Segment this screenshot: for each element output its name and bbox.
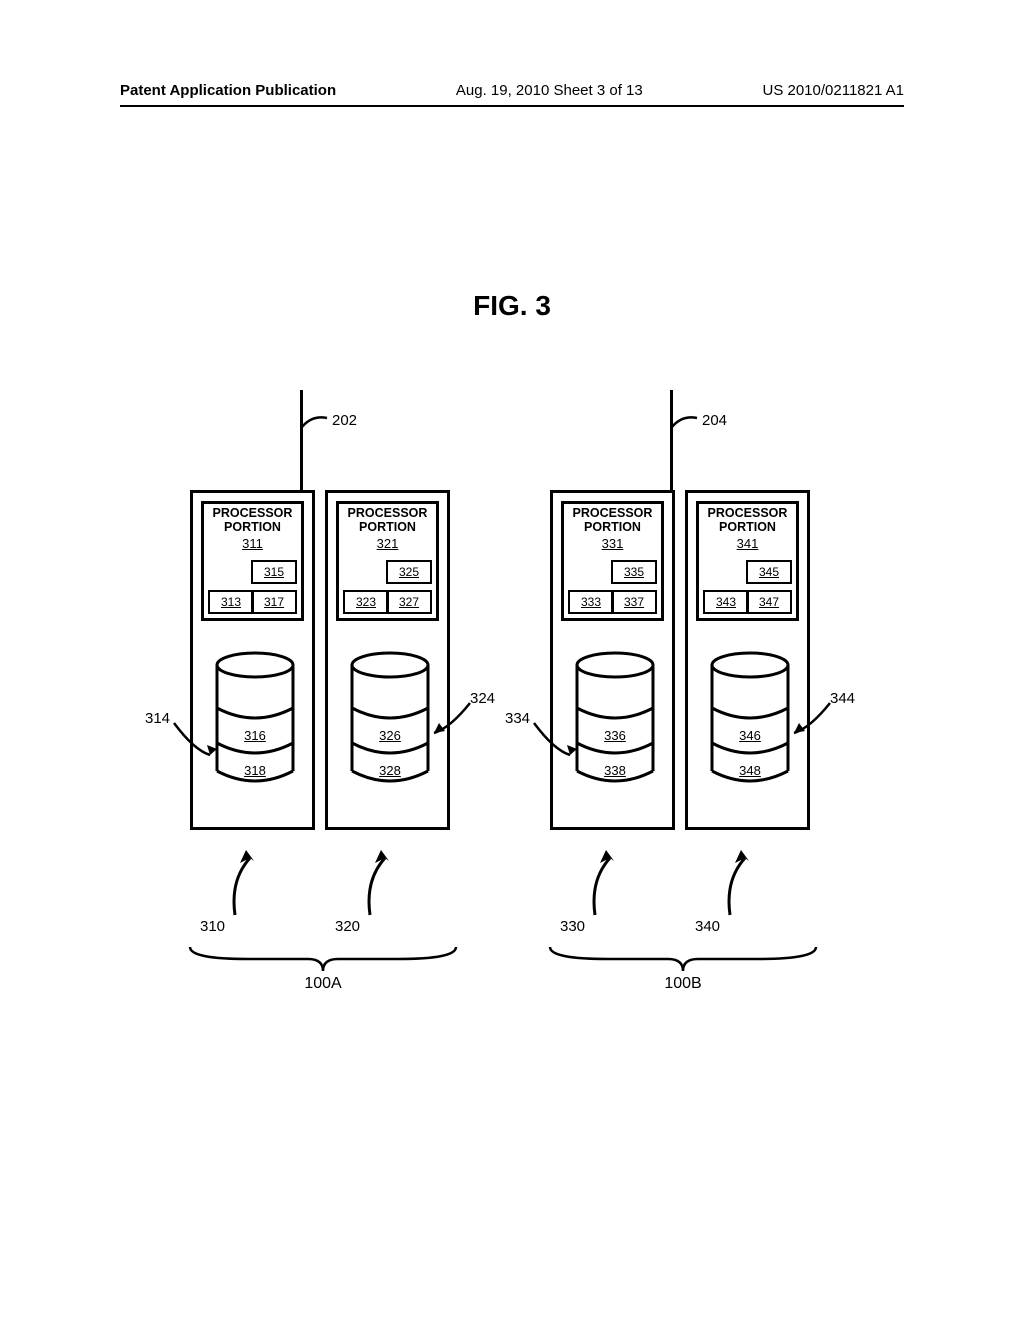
brace-100b: 100B <box>548 945 818 975</box>
ref-337: 337 <box>611 590 657 614</box>
ref-333: 333 <box>568 590 614 614</box>
ref-335: 335 <box>611 560 657 584</box>
label-100a: 100A <box>188 975 458 993</box>
arrow-330 <box>585 850 635 920</box>
proc-sub-boxes: 315 313 317 <box>208 560 297 614</box>
arrow-310 <box>225 850 275 920</box>
processor-box-311: PROCESSOR PORTION 311 315 313 317 <box>201 501 304 621</box>
ref-346: 346 <box>710 728 790 743</box>
proc-label: PROCESSOR PORTION <box>699 504 796 535</box>
processor-box-331: PROCESSOR PORTION 331 335 333 337 <box>561 501 664 621</box>
cylinder-314: 316 318 <box>215 653 295 783</box>
header-center: Aug. 19, 2010 Sheet 3 of 13 <box>456 82 643 99</box>
callout-334: 334 <box>505 710 530 727</box>
callout-314: 314 <box>145 710 170 727</box>
ref-313: 313 <box>208 590 254 614</box>
proc-label: PROCESSOR PORTION <box>204 504 301 535</box>
proc-sub-boxes: 335 333 337 <box>568 560 657 614</box>
proc-label: PROCESSOR PORTION <box>339 504 436 535</box>
lead-334 <box>534 720 584 765</box>
ref-331: 331 <box>564 536 661 551</box>
ref-315: 315 <box>251 560 297 584</box>
header-rule <box>120 105 904 107</box>
ref-348: 348 <box>710 763 790 778</box>
rack-330: PROCESSOR PORTION 331 335 333 337 <box>550 490 675 830</box>
label-100b: 100B <box>548 975 818 993</box>
ref-338: 338 <box>575 763 655 778</box>
ref-345: 345 <box>746 560 792 584</box>
proc-sub-boxes: 325 323 327 <box>343 560 432 614</box>
ref-316: 316 <box>215 728 295 743</box>
ref-321: 321 <box>339 536 436 551</box>
rack-320: PROCESSOR PORTION 321 325 323 327 <box>325 490 450 830</box>
ref-311: 311 <box>204 536 301 551</box>
lead-344 <box>788 700 838 745</box>
ref-341: 341 <box>699 536 796 551</box>
group-100b: PROCESSOR PORTION 331 335 333 337 <box>550 390 820 830</box>
ref-318: 318 <box>215 763 295 778</box>
header-docnum: US 2010/0211821 A1 <box>762 82 904 99</box>
ref-323: 323 <box>343 590 389 614</box>
brace-100a: 100A <box>188 945 458 975</box>
ref-336: 336 <box>575 728 655 743</box>
ref-347: 347 <box>746 590 792 614</box>
processor-box-341: PROCESSOR PORTION 341 345 343 347 <box>696 501 799 621</box>
page-header: Patent Application Publication Aug. 19, … <box>120 82 904 99</box>
proc-label: PROCESSOR PORTION <box>564 504 661 535</box>
cylinder-334: 336 338 <box>575 653 655 783</box>
figure-title: FIG. 3 <box>0 290 1024 322</box>
ref-326: 326 <box>350 728 430 743</box>
arrow-320 <box>360 850 410 920</box>
rack-310: PROCESSOR PORTION 311 315 313 317 <box>190 490 315 830</box>
label-310: 310 <box>200 918 225 935</box>
processor-box-321: PROCESSOR PORTION 321 325 323 327 <box>336 501 439 621</box>
cylinder-324: 326 328 <box>350 653 430 783</box>
lead-324 <box>428 700 478 745</box>
ref-327: 327 <box>386 590 432 614</box>
header-publication: Patent Application Publication <box>120 82 336 99</box>
rack-340: PROCESSOR PORTION 341 345 343 347 <box>685 490 810 830</box>
label-320: 320 <box>335 918 360 935</box>
group-100a: PROCESSOR PORTION 311 315 313 317 <box>190 390 460 830</box>
ref-317: 317 <box>251 590 297 614</box>
ref-325: 325 <box>386 560 432 584</box>
ref-328: 328 <box>350 763 430 778</box>
lead-314 <box>174 720 224 765</box>
cylinder-344: 346 348 <box>710 653 790 783</box>
ref-343: 343 <box>703 590 749 614</box>
label-330: 330 <box>560 918 585 935</box>
arrow-340 <box>720 850 770 920</box>
label-340: 340 <box>695 918 720 935</box>
proc-sub-boxes: 345 343 347 <box>703 560 792 614</box>
diagram-stage: 202 204 PROCESSOR PORTION 311 315 313 31… <box>130 390 900 1010</box>
